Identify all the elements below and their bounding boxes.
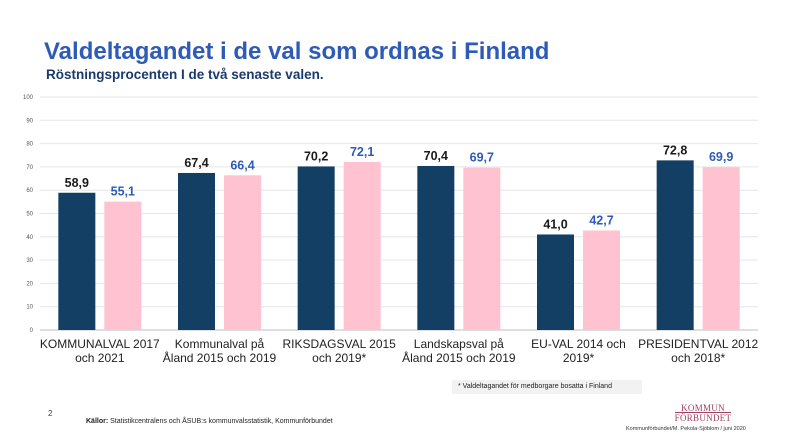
category-label: PRESIDENTVAL 2012 <box>638 337 758 351</box>
category-label: och 2018* <box>671 351 725 365</box>
footnote: * Valdeltagandet för medborgare bosatta … <box>452 380 642 394</box>
y-tick-label: 70 <box>26 165 33 171</box>
y-tick-label: 80 <box>26 142 33 148</box>
logo-line2: FÖRBUNDET <box>674 412 732 423</box>
bar <box>463 167 501 330</box>
category-label: EU-VAL 2014 och <box>531 337 626 351</box>
sources-text: Statistikcentralens och ÅSUB:s kommunval… <box>108 418 333 425</box>
bar <box>417 165 455 330</box>
category-label: RIKSDAGSVAL 2015 <box>282 337 396 351</box>
y-tick-label: 60 <box>26 188 33 194</box>
bar <box>224 175 261 330</box>
data-label: 41,0 <box>543 217 567 231</box>
data-label: 70,4 <box>424 149 448 163</box>
data-label: 72,8 <box>663 143 687 157</box>
bar <box>702 167 740 330</box>
y-tick-label: 20 <box>26 281 33 287</box>
data-label: 69,9 <box>709 150 733 164</box>
sources-label: Källor: <box>86 418 109 425</box>
logo-line1: KOMMUN <box>681 403 725 413</box>
y-tick-label: 40 <box>26 235 33 241</box>
bar <box>297 166 335 330</box>
bar <box>104 201 142 330</box>
category-label: Kommunalval på <box>175 337 265 351</box>
y-tick-label: 30 <box>26 258 33 264</box>
bar <box>537 234 574 330</box>
category-label: Landskapsval på <box>414 337 504 351</box>
page-number: 2 <box>48 409 53 418</box>
y-tick-label: 10 <box>26 305 33 311</box>
bar <box>583 230 620 330</box>
data-label: 55,1 <box>111 185 135 199</box>
bar <box>343 162 381 330</box>
category-label: KOMMUNALVAL 2017 <box>40 337 160 351</box>
data-label: 70,2 <box>304 149 328 163</box>
data-label: 72,1 <box>350 145 374 159</box>
credit: Kommunförbundet/M. Pekola-Sjöblom / juni… <box>626 426 746 432</box>
y-tick-label: 100 <box>23 95 34 101</box>
category-label: Åland 2015 och 2019 <box>402 350 516 365</box>
data-label: 58,9 <box>65 176 89 190</box>
bar <box>58 192 96 330</box>
data-label: 69,7 <box>470 151 494 165</box>
data-label: 67,4 <box>184 156 208 170</box>
chart-title: Valdeltagandet i de val som ordnas i Fin… <box>44 38 550 65</box>
y-tick-label: 90 <box>26 118 33 124</box>
category-label: 2019* <box>563 351 595 365</box>
chart-subtitle: Röstningsprocenten I de två senaste vale… <box>46 67 324 82</box>
bar <box>656 160 694 330</box>
sources: Källor: Statistikcentralens och ÅSUB:s k… <box>86 418 333 425</box>
kommunforbundet-logo: KOMMUN FÖRBUNDET <box>672 403 734 423</box>
y-tick-label: 50 <box>26 212 33 218</box>
category-label: Åland 2015 och 2019 <box>163 350 277 365</box>
category-label: och 2021 <box>75 351 125 365</box>
category-label: och 2019* <box>312 351 366 365</box>
bar <box>178 172 215 330</box>
y-tick-label: 0 <box>30 328 34 334</box>
data-label: 42,7 <box>589 214 613 228</box>
data-label: 66,4 <box>230 158 254 172</box>
